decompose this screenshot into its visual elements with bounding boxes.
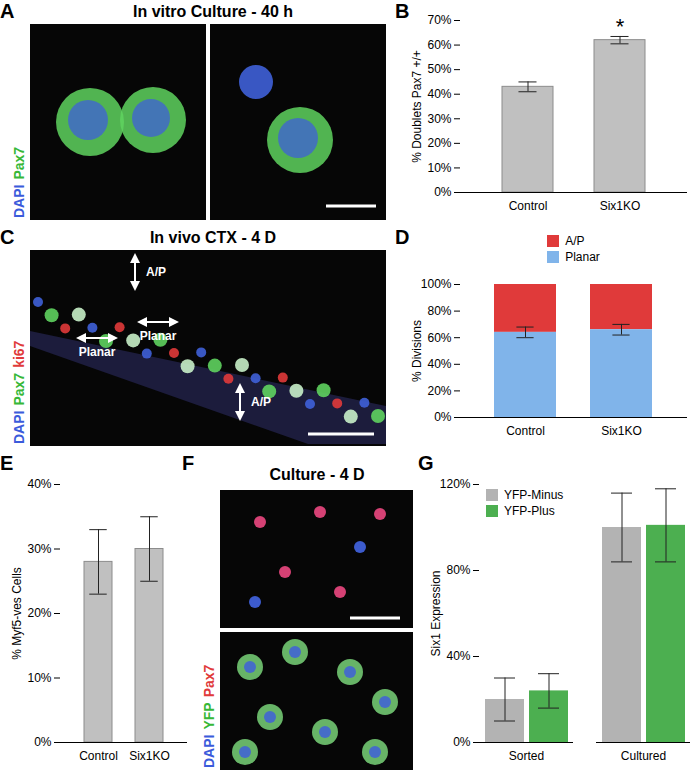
svg-text:Six1 Expression: Six1 Expression [429,570,443,656]
svg-text:10%: 10% [27,671,51,685]
svg-text:10%: 10% [427,161,451,175]
svg-text:DAPIPax7: DAPIPax7 [11,147,27,218]
svg-text:Cultured: Cultured [621,749,666,763]
svg-text:A/P: A/P [146,265,166,279]
html-text:A: A [0,0,15,22]
svg-text:Sorted: Sorted [509,749,544,763]
svg-text:30%: 30% [427,112,451,126]
svg-text:Control: Control [79,749,118,763]
html-text:F: F [182,452,195,474]
html-text:YFP-Plus: YFP-Plus [504,504,555,518]
svg-text:0%: 0% [34,735,52,749]
html-text:C: C [0,226,15,248]
html-text:G: G [418,452,434,474]
svg-text:0%: 0% [453,735,471,749]
svg-text:DAPIYFPPax7: DAPIYFPPax7 [201,664,217,768]
html-text:Planar: Planar [565,250,600,264]
svg-text:Six1KO: Six1KO [129,749,170,763]
svg-text:DAPIPax7ki67: DAPIPax7ki67 [11,340,27,444]
svg-text:60%: 60% [427,38,451,52]
svg-text:20%: 20% [27,606,51,620]
svg-text:Planar: Planar [140,329,177,343]
svg-text:30%: 30% [27,542,51,556]
svg-text:40%: 40% [427,357,451,371]
svg-text:% Myf5-ves Cells: % Myf5-ves Cells [10,567,24,660]
svg-text:120%: 120% [440,477,471,491]
svg-text:50%: 50% [427,62,451,76]
svg-text:Six1KO: Six1KO [600,199,641,213]
svg-text:0%: 0% [434,185,452,199]
html-text:B: B [395,0,410,22]
svg-text:Control: Control [506,424,545,438]
html-text:YFP-Minus: YFP-Minus [504,488,564,502]
svg-text:0%: 0% [434,410,452,424]
svg-text:20%: 20% [427,384,451,398]
svg-text:Control: Control [509,199,548,213]
svg-text:20%: 20% [427,136,451,150]
svg-text:In vivo CTX - 4 D: In vivo CTX - 4 D [150,229,276,246]
svg-text:Culture - 4 D: Culture - 4 D [269,466,364,483]
svg-text:40%: 40% [446,649,470,663]
html-text:D: D [395,226,410,248]
svg-text:% Divisions: % Divisions [410,320,424,382]
svg-text:100%: 100% [421,277,452,291]
svg-text:% Doublets Pax7 +/+: % Doublets Pax7 +/+ [410,50,424,163]
svg-text:*: * [616,14,625,39]
svg-text:A/P: A/P [251,395,271,409]
svg-text:70%: 70% [427,13,451,27]
html-text:E: E [0,452,14,474]
svg-text:Planar: Planar [79,345,116,359]
svg-text:Six1KO: Six1KO [601,424,642,438]
svg-text:40%: 40% [27,477,51,491]
svg-text:80%: 80% [427,304,451,318]
svg-text:In vitro Culture - 40 h: In vitro Culture - 40 h [133,3,293,20]
svg-text:60%: 60% [427,331,451,345]
svg-text:40%: 40% [427,87,451,101]
svg-text:80%: 80% [446,563,470,577]
html-text:A/P: A/P [565,234,585,248]
